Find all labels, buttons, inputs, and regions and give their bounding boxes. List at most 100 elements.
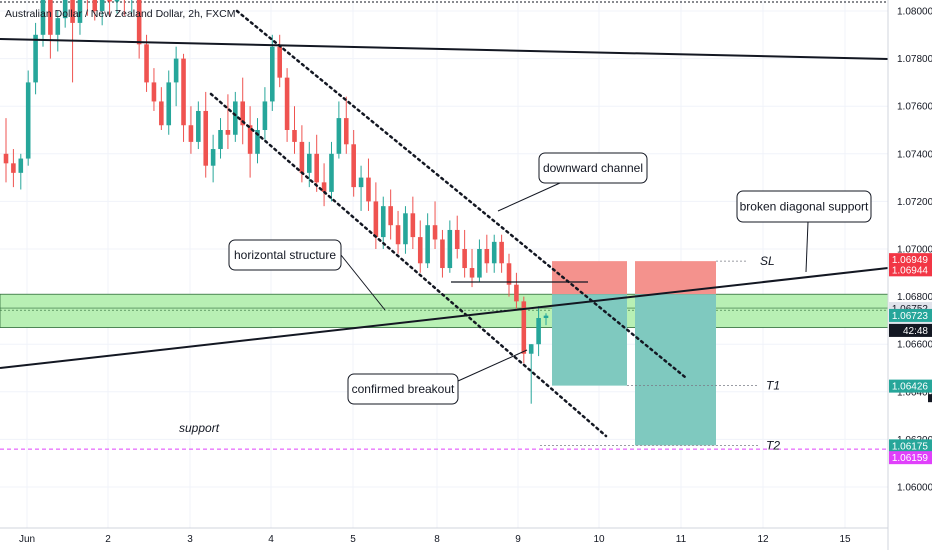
notes: downward channel broken diagonal support h… xyxy=(179,152,872,452)
candle-body xyxy=(514,284,519,302)
candle-body xyxy=(25,82,31,159)
candle-body xyxy=(48,0,53,35)
level-label-t2: T2 xyxy=(766,438,780,452)
price-tag-text: 1.06426 xyxy=(892,382,929,393)
y-tick-label: 1.06600 xyxy=(897,340,932,351)
candle-body xyxy=(329,153,334,192)
candle-body xyxy=(255,130,260,154)
horizontal-structure-note-box[interactable] xyxy=(228,239,342,271)
candle-body xyxy=(351,144,356,188)
candle-body xyxy=(284,77,290,130)
downward-channel-note-label: downward channel xyxy=(543,161,643,175)
candle-body xyxy=(395,225,401,245)
candle-body xyxy=(18,158,24,173)
price-tag-bg xyxy=(889,439,932,453)
x-axis: Jun 2 3 4 5 8 9 10 11 12 15 xyxy=(19,534,851,545)
price-tag-bg xyxy=(889,263,932,277)
candle-body xyxy=(410,213,416,238)
candle-body xyxy=(247,125,253,154)
downward-channel-note-box[interactable] xyxy=(538,152,648,184)
x-tick-label: 3 xyxy=(187,534,193,545)
candle-body xyxy=(107,0,112,2)
candle-body xyxy=(99,0,105,11)
channel-lower xyxy=(209,92,608,438)
scrollbar-handle[interactable] xyxy=(928,394,932,403)
candle-body xyxy=(528,344,534,354)
confirmed-breakout-note-label: confirmed breakout xyxy=(352,382,455,396)
downward-channel-note-pointer xyxy=(497,182,561,212)
broken-support-note-label: broken diagonal support xyxy=(740,200,869,214)
price-tag-text: 1.06723 xyxy=(892,311,929,322)
candle-body xyxy=(70,0,75,23)
candle-body xyxy=(336,118,342,154)
price-tag: 42:48 xyxy=(889,323,932,337)
candle-body xyxy=(484,249,490,264)
candle-body xyxy=(491,241,497,264)
candle-body xyxy=(543,315,549,319)
zones xyxy=(0,1,889,450)
x-tick-label: 15 xyxy=(839,534,851,545)
candle-body xyxy=(218,130,223,150)
price-tag-bg xyxy=(889,323,932,337)
candle-body xyxy=(33,34,38,83)
candle-body xyxy=(366,177,371,202)
horizontal-structure-note-label: horizontal structure xyxy=(234,248,336,262)
candle-body xyxy=(92,0,98,11)
candle-body xyxy=(373,201,379,238)
candle-body xyxy=(159,101,164,126)
candle-body xyxy=(240,101,246,126)
x-tick-label: 4 xyxy=(268,534,274,545)
candle-body xyxy=(196,110,201,142)
x-tick-label: 8 xyxy=(434,534,440,545)
y-tick-label: 1.08000 xyxy=(897,7,932,18)
candle-body xyxy=(521,301,527,354)
candle-body xyxy=(358,177,364,188)
candle-body xyxy=(3,153,9,164)
title-bar: Australian Dollar / New Zealand Dollar, … xyxy=(5,8,236,20)
price-tag-text: 1.06944 xyxy=(892,265,929,276)
candle-body xyxy=(181,58,186,126)
price-tag-text: 42:48 xyxy=(903,326,928,337)
candle-body xyxy=(114,0,120,2)
price-tag-text: 1.06175 xyxy=(892,441,929,452)
price-tag: 1.06159 xyxy=(889,451,932,465)
confirmed-breakout-note-box[interactable] xyxy=(347,373,459,405)
candle-body xyxy=(403,213,408,245)
x-tick-label: 10 xyxy=(593,534,605,545)
candle-body xyxy=(188,125,194,142)
level-label-sl: SL xyxy=(760,254,775,268)
candle-body xyxy=(462,249,467,269)
price-tags: 1.069491.069441.067521.067431.0672342:48… xyxy=(889,253,932,465)
price-tag-text: 1.06159 xyxy=(892,453,929,464)
candle-body xyxy=(173,58,179,83)
y-tick-label: 1.07200 xyxy=(897,197,932,208)
candle-body xyxy=(432,225,438,240)
y-tick-label: 1.06000 xyxy=(897,483,932,494)
candle-body xyxy=(262,101,268,130)
candle-body xyxy=(144,44,149,83)
candle-body xyxy=(447,229,453,269)
candle-body xyxy=(292,130,297,142)
candle-body xyxy=(40,0,46,35)
candle-body xyxy=(536,318,541,345)
x-tick-label: 12 xyxy=(757,534,769,545)
candle-body xyxy=(454,229,460,249)
candle-body xyxy=(277,46,282,78)
y-tick-label: 1.06400 xyxy=(897,387,932,398)
candle-body xyxy=(506,263,512,285)
candle-body xyxy=(469,268,475,278)
x-tick-label: Jun xyxy=(19,534,35,545)
price-tag: 1.06949 xyxy=(889,253,932,267)
candle-body xyxy=(203,110,209,166)
candle-body xyxy=(299,141,305,173)
candle-body xyxy=(306,153,312,173)
price-tag-text: 1.06949 xyxy=(892,255,929,266)
target-box-1 xyxy=(552,294,627,386)
candle-body xyxy=(210,149,216,166)
channel-upper xyxy=(235,9,687,379)
broken-support-note-box[interactable] xyxy=(736,190,872,223)
candle-body xyxy=(233,101,238,135)
horizontal-structure-note-pointer xyxy=(340,254,386,311)
